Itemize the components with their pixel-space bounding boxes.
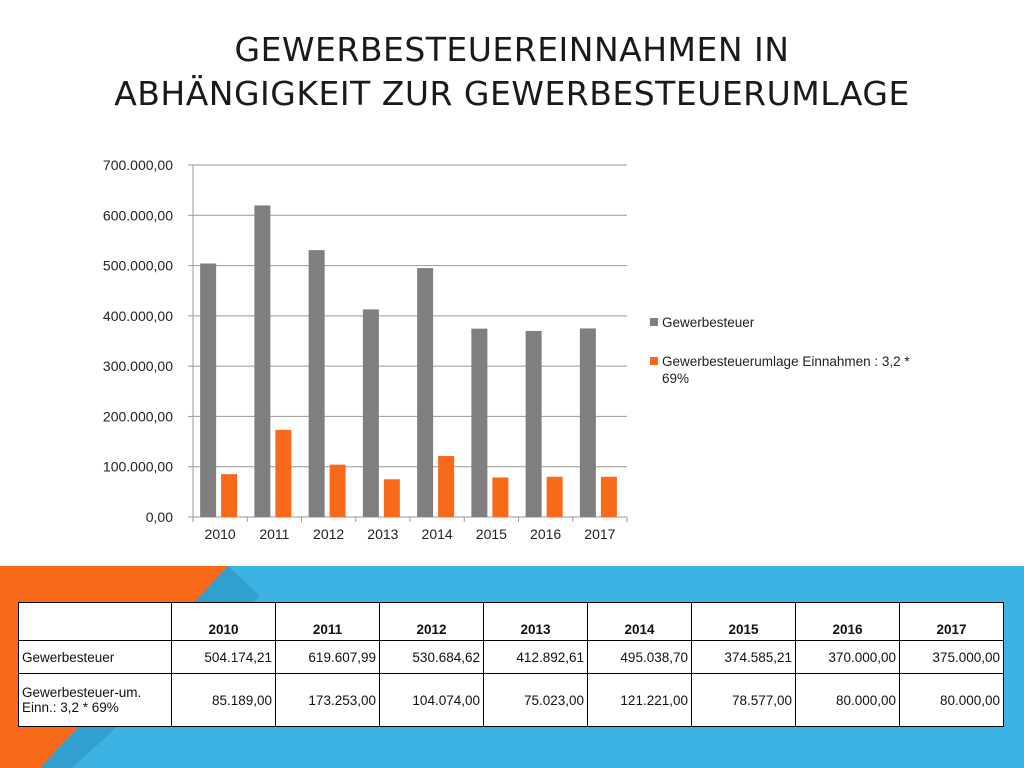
data-table: 2010 2011 2012 2013 2014 2015 2016 2017 …	[18, 602, 1004, 727]
table-row: Gewerbesteuer-um. Einn.: 3,2 * 69% 85.18…	[18, 673, 1004, 727]
bar-umlage	[438, 456, 455, 517]
bar-gewerbesteuer	[579, 328, 596, 517]
table-header-cell: 2014	[587, 602, 692, 641]
y-tick-label: 600.000,00	[103, 207, 173, 223]
legend-swatch-orange	[650, 357, 658, 365]
bar-gewerbesteuer	[417, 268, 434, 517]
table-cell: 85.189,00	[171, 673, 276, 727]
y-tick-label: 700.000,00	[103, 157, 173, 173]
table-cell: 619.607,99	[275, 640, 380, 674]
slide-title-line1: GEWERBESTEUEREINNAHMEN IN	[234, 30, 790, 69]
x-tick-label: 2012	[313, 526, 344, 542]
bar-gewerbesteuer	[362, 309, 379, 517]
y-tick-label: 500.000,00	[103, 258, 173, 274]
chart-legend: Gewerbesteuer Gewerbesteuerumlage Einnah…	[650, 314, 940, 409]
legend-label-gewerbesteuer: Gewerbesteuer	[662, 315, 755, 330]
x-tick-label: 2013	[367, 526, 398, 542]
bar-umlage	[275, 429, 292, 517]
table-cell: 374.585,21	[691, 640, 796, 674]
bar-chart: 0,00 100.000,00 200.000,00 300.000,00 400.00…	[103, 157, 628, 542]
bar-gewerbesteuer	[308, 250, 325, 517]
x-tick-label: 2017	[584, 526, 615, 542]
x-tick-label: 2015	[476, 526, 507, 542]
bar-gewerbesteuer	[200, 263, 217, 517]
table-cell: 375.000,00	[899, 640, 1004, 674]
x-tick-label: 2014	[422, 526, 453, 542]
table-cell: 121.221,00	[587, 673, 692, 727]
legend-swatch-gray	[650, 318, 658, 326]
table-header-cell: 2012	[379, 602, 484, 641]
bar-umlage	[600, 476, 617, 517]
bar-umlage	[546, 476, 563, 517]
table-cell: 412.892,61	[483, 640, 588, 674]
bar-gewerbesteuer	[254, 205, 271, 517]
table-header-cell: 2015	[691, 602, 796, 641]
table-header-cell: 2010	[171, 602, 276, 641]
table-header-row: 2010 2011 2012 2013 2014 2015 2016 2017	[18, 602, 1004, 641]
y-tick-label: 400.000,00	[103, 308, 173, 324]
table-cell: 530.684,62	[379, 640, 484, 674]
y-tick-label: 300.000,00	[103, 358, 173, 374]
slide-title: GEWERBESTEUEREINNAHMEN IN ABHÄNGIGKEIT Z…	[0, 28, 1024, 116]
table-header-cell	[18, 602, 172, 641]
table-header-cell: 2016	[795, 602, 900, 641]
bar-umlage	[221, 474, 238, 517]
bar-umlage	[329, 464, 346, 517]
table-cell: 504.174,21	[171, 640, 276, 674]
table-cell: 80.000,00	[899, 673, 1004, 727]
bar-gewerbesteuer	[471, 328, 488, 517]
x-tick-label: 2011	[259, 526, 289, 542]
row-label: Gewerbesteuer	[18, 640, 172, 674]
row-label-line1: Gewerbesteuer-um.	[22, 685, 142, 700]
table-cell: 75.023,00	[483, 673, 588, 727]
y-tick-label: 200.000,00	[103, 408, 173, 424]
table-cell: 80.000,00	[795, 673, 900, 727]
x-tick-label: 2016	[530, 526, 561, 542]
table-header-cell: 2017	[899, 602, 1004, 641]
row-label: Gewerbesteuer-um. Einn.: 3,2 * 69%	[18, 673, 172, 727]
table-header-cell: 2013	[483, 602, 588, 641]
table-cell: 370.000,00	[795, 640, 900, 674]
table-cell: 173.253,00	[275, 673, 380, 727]
y-tick-label: 0,00	[146, 509, 173, 525]
legend-item-gewerbesteuer: Gewerbesteuer	[650, 314, 940, 331]
row-label-line2: Einn.: 3,2 * 69%	[22, 700, 119, 715]
table-cell: 78.577,00	[691, 673, 796, 727]
y-tick-label: 100.000,00	[103, 459, 173, 475]
table-row: Gewerbesteuer 504.174,21 619.607,99 530.…	[18, 640, 1004, 674]
table-cell: 104.074,00	[379, 673, 484, 727]
legend-label-umlage: Gewerbesteuerumlage Einnahmen : 3,2 * 69…	[662, 354, 910, 386]
bar-gewerbesteuer	[525, 330, 542, 517]
bar-umlage	[492, 477, 509, 517]
legend-item-umlage: Gewerbesteuerumlage Einnahmen : 3,2 * 69…	[650, 353, 940, 387]
table-header-cell: 2011	[275, 602, 380, 641]
table-cell: 495.038,70	[587, 640, 692, 674]
slide-title-line2: ABHÄNGIGKEIT ZUR GEWERBESTEUERUMLAGE	[114, 74, 910, 113]
bar-umlage	[383, 479, 400, 517]
x-tick-label: 2010	[205, 526, 236, 542]
